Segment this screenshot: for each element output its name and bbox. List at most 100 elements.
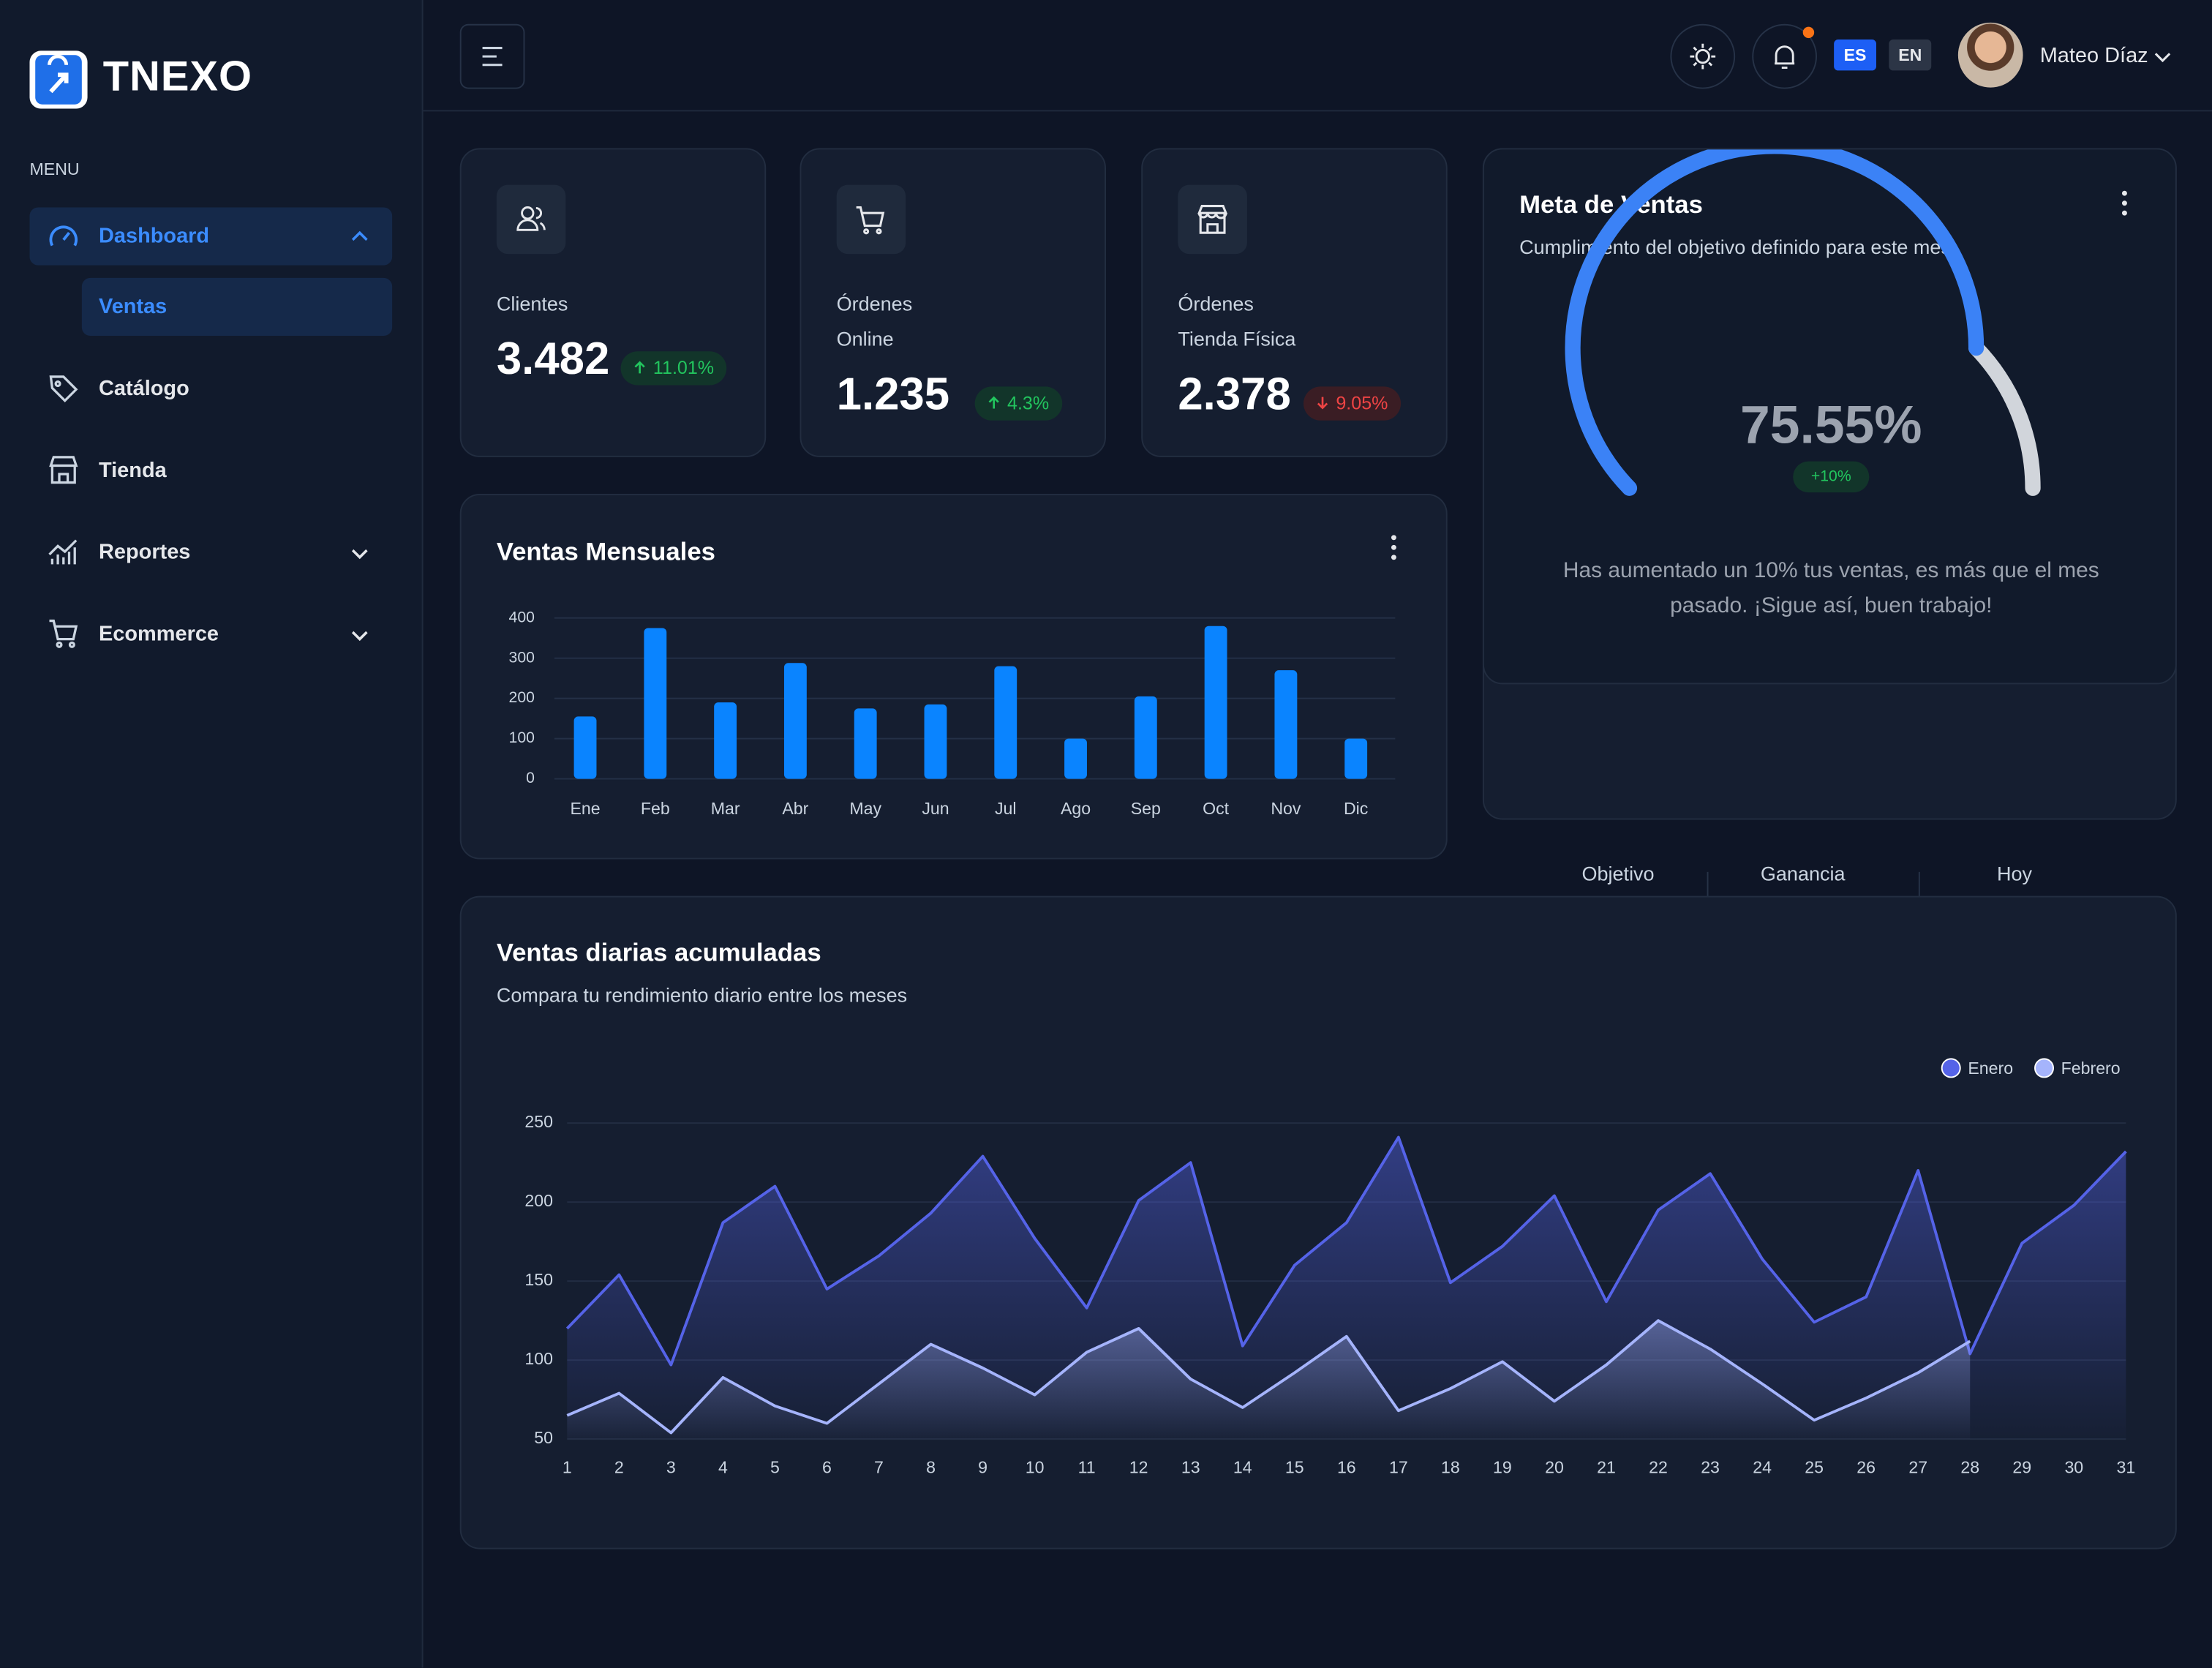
trend-arrow bbox=[988, 396, 999, 409]
stat-label: Órdenes bbox=[836, 292, 913, 315]
stat-change: 9.05% bbox=[1303, 386, 1401, 421]
y-tick-label: 150 bbox=[524, 1270, 553, 1289]
gauge-value: 75.55% bbox=[1740, 395, 1922, 455]
x-tick-label: 18 bbox=[1441, 1458, 1460, 1477]
bar bbox=[644, 628, 667, 779]
language-button[interactable]: EN bbox=[1889, 39, 1932, 71]
x-tick-label: 28 bbox=[1960, 1458, 1979, 1477]
nav-label: Reportes bbox=[98, 540, 191, 565]
x-tick-label: 20 bbox=[1545, 1458, 1564, 1477]
y-tick-label: 0 bbox=[526, 770, 535, 786]
x-tick-label: 14 bbox=[1233, 1458, 1252, 1477]
x-tick-label: Feb bbox=[641, 799, 670, 818]
x-tick-label: 19 bbox=[1493, 1458, 1512, 1477]
y-tick-label: 250 bbox=[524, 1112, 553, 1131]
x-tick-label: 22 bbox=[1649, 1458, 1668, 1477]
bar bbox=[994, 666, 1017, 779]
x-tick-label: Oct bbox=[1203, 799, 1230, 818]
theme-toggle[interactable] bbox=[1670, 23, 1736, 89]
nav-item[interactable]: Tienda bbox=[29, 442, 392, 500]
x-tick-label: 3 bbox=[666, 1458, 676, 1477]
avatar[interactable] bbox=[1957, 22, 2023, 88]
stat-change-text: 9.05% bbox=[1336, 392, 1388, 414]
x-tick-label: Ago bbox=[1061, 799, 1091, 818]
series-line bbox=[566, 1319, 1971, 1435]
notifications[interactable] bbox=[1752, 23, 1817, 89]
stat-value: 3.482 bbox=[496, 333, 610, 384]
gauge-message: Has aumentado un 10% tus ventas, es más … bbox=[1562, 558, 2099, 618]
x-tick-label: 4 bbox=[718, 1458, 728, 1477]
x-tick-label: May bbox=[849, 799, 881, 818]
x-tick-label: 25 bbox=[1805, 1458, 1824, 1477]
goal-card: Meta de Ventas Cumplimiento del objetivo… bbox=[1482, 148, 2177, 927]
x-tick-label: 10 bbox=[1026, 1458, 1045, 1477]
x-tick-label: 1 bbox=[563, 1458, 572, 1477]
nav-item[interactable]: Ecommerce bbox=[29, 605, 392, 663]
series-line bbox=[565, 1135, 2127, 1367]
chart-card: Ventas Mensuales 0 100 200 300 400 Ene Feb Mar A… bbox=[459, 493, 1448, 860]
summary-label: Objetivo bbox=[1581, 862, 1655, 885]
y-tick-label: 200 bbox=[509, 689, 535, 706]
y-tick-label: 200 bbox=[524, 1191, 553, 1210]
x-tick-label: 30 bbox=[2064, 1458, 2083, 1477]
nav-label: Ventas bbox=[98, 295, 168, 319]
x-tick-label: 31 bbox=[2116, 1458, 2135, 1477]
x-tick-label: 11 bbox=[1078, 1458, 1096, 1477]
more-menu[interactable] bbox=[1385, 533, 1402, 562]
bar bbox=[573, 716, 597, 779]
chart-title: Meta de Ventas bbox=[1519, 190, 1703, 219]
language-button[interactable]: ES bbox=[1834, 39, 1876, 71]
x-tick-label: 21 bbox=[1597, 1458, 1616, 1477]
legend-marker bbox=[2034, 1058, 2055, 1078]
stat-label: Clientes bbox=[496, 292, 568, 315]
chart-card: Ventas diarias acumuladas Compara tu ren… bbox=[459, 895, 2177, 1549]
menu-toggle[interactable] bbox=[459, 23, 525, 89]
gauge-chart: 75.55% bbox=[1565, 149, 2041, 496]
legend-marker bbox=[1941, 1058, 1961, 1078]
bar bbox=[714, 702, 737, 779]
nav-item[interactable]: Reportes bbox=[29, 523, 392, 581]
stat-change-text: 4.3% bbox=[1007, 392, 1050, 414]
x-tick-label: Ene bbox=[570, 799, 600, 818]
user-dropdown[interactable] bbox=[2153, 47, 2172, 67]
x-tick-label: Dic bbox=[1344, 799, 1368, 818]
stat-icon bbox=[1178, 184, 1247, 255]
x-tick-label: 6 bbox=[822, 1458, 832, 1477]
x-tick-label: Sep bbox=[1131, 799, 1161, 818]
stat-label: Órdenes bbox=[1178, 292, 1254, 315]
stat-card: Órdenes Online 1.235 4.3% bbox=[800, 148, 1106, 457]
stat-value: 2.378 bbox=[1178, 368, 1291, 419]
more-menu[interactable] bbox=[2116, 189, 2133, 217]
brand[interactable]: TNEXO bbox=[102, 53, 252, 100]
gauge-badge: +10% bbox=[1793, 461, 1870, 493]
area-fill bbox=[567, 1320, 1971, 1440]
x-tick-label: 27 bbox=[1908, 1458, 1927, 1477]
nav-label: Dashboard bbox=[98, 224, 210, 249]
bar bbox=[1134, 696, 1157, 779]
bar bbox=[854, 708, 877, 779]
stat-card: Órdenes Tienda Física 2.378 9.05% bbox=[1141, 148, 1448, 457]
bar bbox=[783, 663, 807, 779]
x-tick-label: 9 bbox=[978, 1458, 988, 1477]
nav-label: Tienda bbox=[98, 458, 167, 483]
legend-label: Enero bbox=[1968, 1059, 2013, 1078]
chart-title: Ventas diarias acumuladas bbox=[496, 938, 821, 967]
x-tick-label: 8 bbox=[926, 1458, 936, 1477]
stat-change-text: 11.01% bbox=[652, 356, 715, 378]
nav-subitem[interactable]: Ventas bbox=[81, 277, 393, 336]
gauge-arc bbox=[1565, 149, 1985, 496]
nav-item[interactable]: Catálogo bbox=[29, 360, 392, 418]
menu-label: MENU bbox=[29, 159, 80, 179]
user-name[interactable]: Mateo Díaz bbox=[2039, 43, 2148, 68]
nav-item[interactable]: Dashboard bbox=[29, 207, 393, 266]
chart-subtitle: Compara tu rendimiento diario entre los … bbox=[496, 983, 908, 1007]
stat-icon bbox=[496, 184, 566, 255]
bar bbox=[1064, 738, 1087, 779]
y-tick-label: 100 bbox=[509, 729, 535, 746]
y-tick-label: 50 bbox=[534, 1428, 553, 1447]
y-tick-label: 300 bbox=[509, 649, 535, 666]
bar bbox=[1274, 670, 1298, 779]
